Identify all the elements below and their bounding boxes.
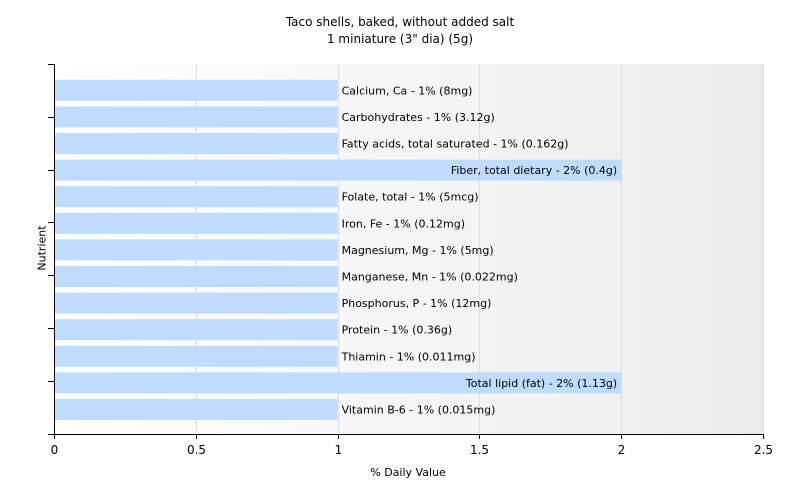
bar-label: Total lipid (fat) - 2% (1.13g) xyxy=(465,377,617,390)
bar xyxy=(54,399,338,420)
bar-label: Fatty acids, total saturated - 1% (0.162… xyxy=(342,138,569,151)
bar-label: Protein - 1% (0.36g) xyxy=(342,324,453,337)
bar-label: Phosphorus, P - 1% (12mg) xyxy=(342,297,492,310)
bar-label: Carbohydrates - 1% (3.12g) xyxy=(342,111,495,124)
bar-label: Manganese, Mn - 1% (0.022mg) xyxy=(342,271,518,284)
chart-subtitle: 1 miniature (3" dia) (5g) xyxy=(326,32,473,46)
bar-label: Magnesium, Mg - 1% (5mg) xyxy=(342,244,494,257)
bar xyxy=(54,292,338,314)
bar xyxy=(54,106,338,128)
bar xyxy=(54,239,338,261)
bar xyxy=(54,266,338,287)
x-tick-label: 1 xyxy=(335,443,343,457)
bar xyxy=(54,212,338,234)
bar-label: Vitamin B-6 - 1% (0.015mg) xyxy=(342,404,496,417)
x-tick-label: 0 xyxy=(51,443,59,457)
x-tick-label: 2 xyxy=(618,443,626,457)
bar xyxy=(54,133,338,154)
x-tick-label: 2.5 xyxy=(754,443,773,457)
bar xyxy=(54,159,622,181)
bar xyxy=(54,186,338,208)
bar xyxy=(54,372,622,394)
chart-title: Taco shells, baked, without added salt xyxy=(285,15,515,29)
bars: Calcium, Ca - 1% (8mg) Carbohydrates - 1%… xyxy=(54,79,622,420)
x-axis-label: % Daily Value xyxy=(370,466,446,479)
bar-label: Iron, Fe - 1% (0.12mg) xyxy=(342,217,465,230)
bar-label: Thiamin - 1% (0.011mg) xyxy=(341,350,476,363)
bar-label: Calcium, Ca - 1% (8mg) xyxy=(342,84,473,97)
axes: 0 0.5 1 1.5 2 2.5 xyxy=(48,64,773,457)
bar xyxy=(54,345,338,367)
bar-label: Fiber, total dietary - 2% (0.4g) xyxy=(451,164,617,177)
x-tick-label: 1.5 xyxy=(470,443,489,457)
bar xyxy=(54,79,338,101)
x-tick-label: 0.5 xyxy=(187,443,206,457)
bar xyxy=(54,319,338,341)
bar-label: Folate, total - 1% (5mcg) xyxy=(342,191,479,204)
